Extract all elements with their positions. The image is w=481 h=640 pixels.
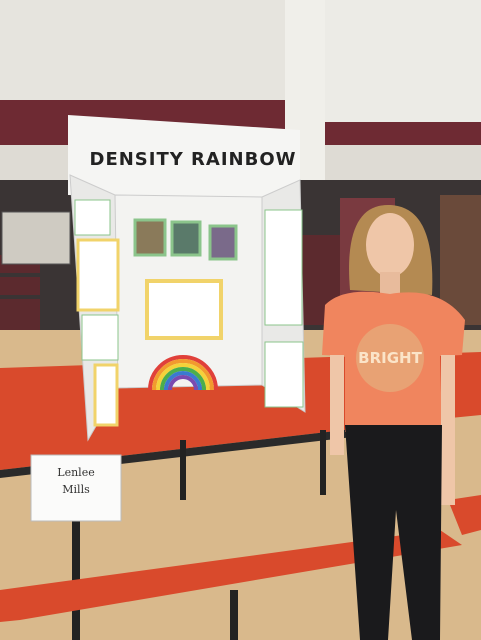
name-card [30, 454, 122, 522]
face [366, 213, 414, 277]
table-leg [72, 480, 80, 640]
rainbow-arc [168, 375, 198, 391]
seat [0, 299, 40, 317]
board-header [68, 115, 300, 200]
bench-leg [230, 590, 238, 640]
wall-right [300, 0, 481, 130]
name-line: Mills [62, 483, 90, 496]
pants [345, 425, 442, 640]
arm [441, 355, 455, 505]
rainbow-arc [160, 367, 206, 391]
rainbow-arc [164, 371, 202, 391]
paper [264, 341, 304, 408]
board-title: DENSITY RAINBOW [90, 149, 297, 170]
rainbow-arc [156, 363, 210, 391]
table-leg [180, 440, 186, 500]
photo-print [208, 224, 238, 261]
photo-print [133, 218, 167, 257]
shirt-text: BRIGHT [358, 349, 422, 367]
bench [0, 530, 462, 622]
rainbow-arc [152, 359, 214, 391]
paper [74, 199, 111, 236]
seat [0, 277, 40, 295]
rainbow [148, 355, 218, 391]
bench-right [448, 495, 481, 535]
photo-print [170, 220, 202, 257]
paper [264, 209, 303, 326]
shirt-graphic [356, 324, 424, 392]
paper [81, 314, 119, 361]
rainbow-arc [148, 355, 218, 391]
paper [76, 238, 120, 312]
arm [330, 355, 344, 455]
name-line: Lenlee [57, 466, 94, 479]
table-leg [320, 430, 326, 495]
cart [1, 211, 71, 265]
seat [0, 315, 40, 331]
paper [145, 279, 223, 340]
neck [380, 272, 400, 294]
paper [93, 363, 119, 427]
